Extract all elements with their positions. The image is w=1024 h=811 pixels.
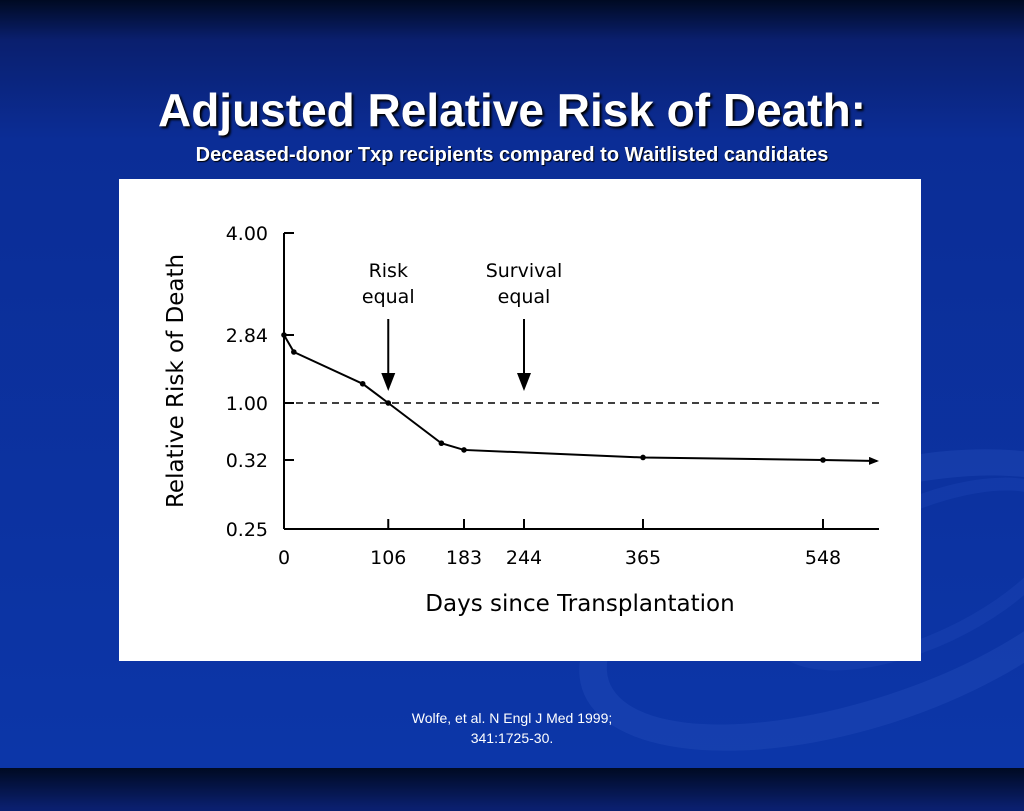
x-axis-label: Days since Transplantation [425,591,734,617]
data-point [438,440,445,447]
data-point [291,349,297,355]
citation: Wolfe, et al. N Engl J Med 1999; 341:172… [312,708,712,748]
annotation-label-line1: Risk [369,260,408,282]
y-tick-label: 4.00 [226,223,268,245]
data-point [461,447,467,453]
x-tick-label: 183 [446,547,482,569]
citation-line-1: Wolfe, et al. N Engl J Med 1999; [411,710,613,726]
risk-curve-line [283,334,879,465]
x-tick-label: 548 [805,547,841,569]
x-tick-label: 0 [278,547,290,569]
y-axis-label: Relative Risk of Death [163,254,189,508]
data-point [359,380,366,387]
annotation-arrow-head [381,373,396,391]
slide-title: Adjusted Relative Risk of Death: [157,84,867,136]
y-tick-label: 1.00 [226,393,268,415]
slide-subtitle: Deceased-donor Txp recipients compared t… [195,144,829,166]
annotation-label-line1: Survival [486,260,563,282]
data-point [385,400,392,406]
annotation-label-line2: equal [362,286,415,308]
x-tick-label: 106 [370,547,406,569]
y-tick-label: 0.25 [226,519,268,541]
x-tick-label: 365 [625,547,661,569]
x-tick-label: 244 [506,547,542,569]
annotation-label-line2: equal [498,286,551,308]
relative-risk-chart: 0.25 0.32 1.00 2.84 4.00 0 106 183 244 365 548 Days… [163,223,879,617]
data-point [640,454,646,461]
citation-line-2: 341:1725-30. [470,730,554,746]
y-tick-label: 2.84 [226,325,268,347]
chart-panel: 0.25 0.32 1.00 2.84 4.00 0 106 183 244 365 548 Days… [119,179,921,661]
data-point [281,332,287,338]
annotation-arrow-head [516,373,531,391]
data-point [820,457,826,463]
y-tick-label: 0.32 [226,450,268,472]
